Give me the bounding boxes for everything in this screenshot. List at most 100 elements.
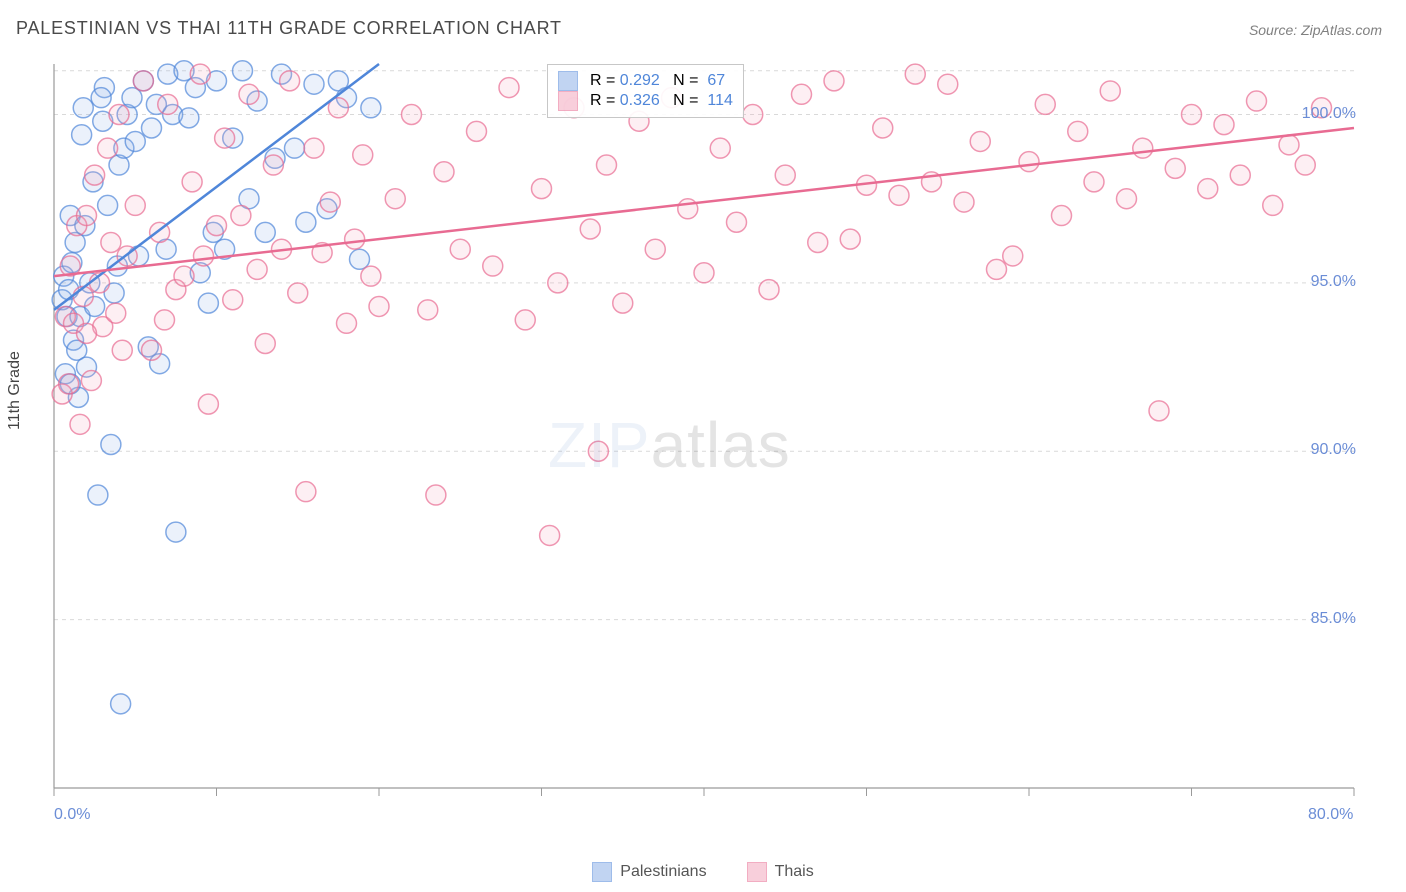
- data-point: [588, 441, 608, 461]
- data-point: [954, 192, 974, 212]
- data-point: [215, 128, 235, 148]
- data-point: [88, 485, 108, 505]
- data-point: [499, 78, 519, 98]
- y-tick-label: 100.0%: [1302, 105, 1356, 123]
- data-point: [1198, 179, 1218, 199]
- data-point: [255, 333, 275, 353]
- data-point: [905, 64, 925, 84]
- legend-swatch: [747, 862, 767, 882]
- data-point: [142, 340, 162, 360]
- data-point: [873, 118, 893, 138]
- y-axis-label: 11th Grade: [6, 351, 24, 430]
- data-point: [824, 71, 844, 91]
- series-legend: Palestinians Thais: [0, 862, 1406, 882]
- data-point: [426, 485, 446, 505]
- data-point: [694, 263, 714, 283]
- data-point: [1165, 158, 1185, 178]
- data-point: [483, 256, 503, 276]
- data-point: [1214, 115, 1234, 135]
- data-point: [361, 266, 381, 286]
- chart-title: PALESTINIAN VS THAI 11TH GRADE CORRELATI…: [16, 18, 562, 39]
- data-point: [198, 293, 218, 313]
- data-point: [239, 84, 259, 104]
- y-tick-label: 85.0%: [1311, 610, 1356, 628]
- data-point: [1035, 94, 1055, 114]
- y-tick-label: 90.0%: [1311, 441, 1356, 459]
- data-point: [280, 71, 300, 91]
- data-point: [166, 522, 186, 542]
- data-point: [73, 98, 93, 118]
- data-point: [263, 155, 283, 175]
- data-point: [81, 371, 101, 391]
- data-point: [645, 239, 665, 259]
- data-point: [101, 435, 121, 455]
- data-point: [85, 165, 105, 185]
- data-point: [840, 229, 860, 249]
- data-point: [133, 71, 153, 91]
- data-point: [1084, 172, 1104, 192]
- data-point: [285, 138, 305, 158]
- y-tick-label: 95.0%: [1311, 273, 1356, 291]
- data-point: [98, 195, 118, 215]
- legend-swatch: [592, 862, 612, 882]
- data-point: [122, 88, 142, 108]
- data-point: [369, 296, 389, 316]
- data-point: [613, 293, 633, 313]
- data-point: [296, 482, 316, 502]
- data-point: [207, 216, 227, 236]
- data-point: [1068, 121, 1088, 141]
- data-point: [1230, 165, 1250, 185]
- data-point: [111, 694, 131, 714]
- data-point: [77, 323, 97, 343]
- data-point: [125, 195, 145, 215]
- data-point: [385, 189, 405, 209]
- data-point: [155, 310, 175, 330]
- data-point: [402, 105, 422, 125]
- data-point: [580, 219, 600, 239]
- data-point: [91, 88, 111, 108]
- data-point: [337, 313, 357, 333]
- data-point: [467, 121, 487, 141]
- data-point: [223, 290, 243, 310]
- legend-item: Palestinians: [592, 862, 706, 882]
- data-point: [198, 394, 218, 414]
- data-point: [353, 145, 373, 165]
- data-point: [101, 232, 121, 252]
- data-point: [434, 162, 454, 182]
- data-point: [73, 286, 93, 306]
- data-point: [987, 259, 1007, 279]
- data-point: [231, 206, 251, 226]
- data-point: [174, 266, 194, 286]
- data-point: [1279, 135, 1299, 155]
- data-point: [142, 118, 162, 138]
- legend-label: Thais: [775, 863, 814, 881]
- plot-area: ZIPatlas R = 0.292 N = 67 R = 0.326 N = …: [48, 58, 1360, 818]
- x-tick-label: 0.0%: [54, 806, 90, 824]
- data-point: [759, 280, 779, 300]
- data-point: [233, 61, 253, 81]
- data-point: [109, 105, 129, 125]
- correlation-chart: PALESTINIAN VS THAI 11TH GRADE CORRELATI…: [0, 0, 1406, 892]
- data-point: [540, 525, 560, 545]
- data-point: [350, 249, 370, 269]
- data-point: [179, 108, 199, 128]
- data-point: [255, 222, 275, 242]
- data-point: [548, 273, 568, 293]
- data-point: [112, 340, 132, 360]
- data-point: [938, 74, 958, 94]
- data-point: [106, 303, 126, 323]
- data-point: [361, 98, 381, 118]
- data-point: [304, 138, 324, 158]
- legend-swatch: [558, 91, 578, 111]
- data-point: [345, 229, 365, 249]
- data-point: [1052, 206, 1072, 226]
- data-point: [792, 84, 812, 104]
- legend-item: Thais: [747, 862, 814, 882]
- data-point: [1182, 105, 1202, 125]
- data-point: [450, 239, 470, 259]
- legend-stats-row: R = 0.292 N = 67: [558, 71, 733, 91]
- data-point: [1247, 91, 1267, 111]
- data-point: [1117, 189, 1137, 209]
- data-point: [320, 192, 340, 212]
- legend-swatch: [558, 71, 578, 91]
